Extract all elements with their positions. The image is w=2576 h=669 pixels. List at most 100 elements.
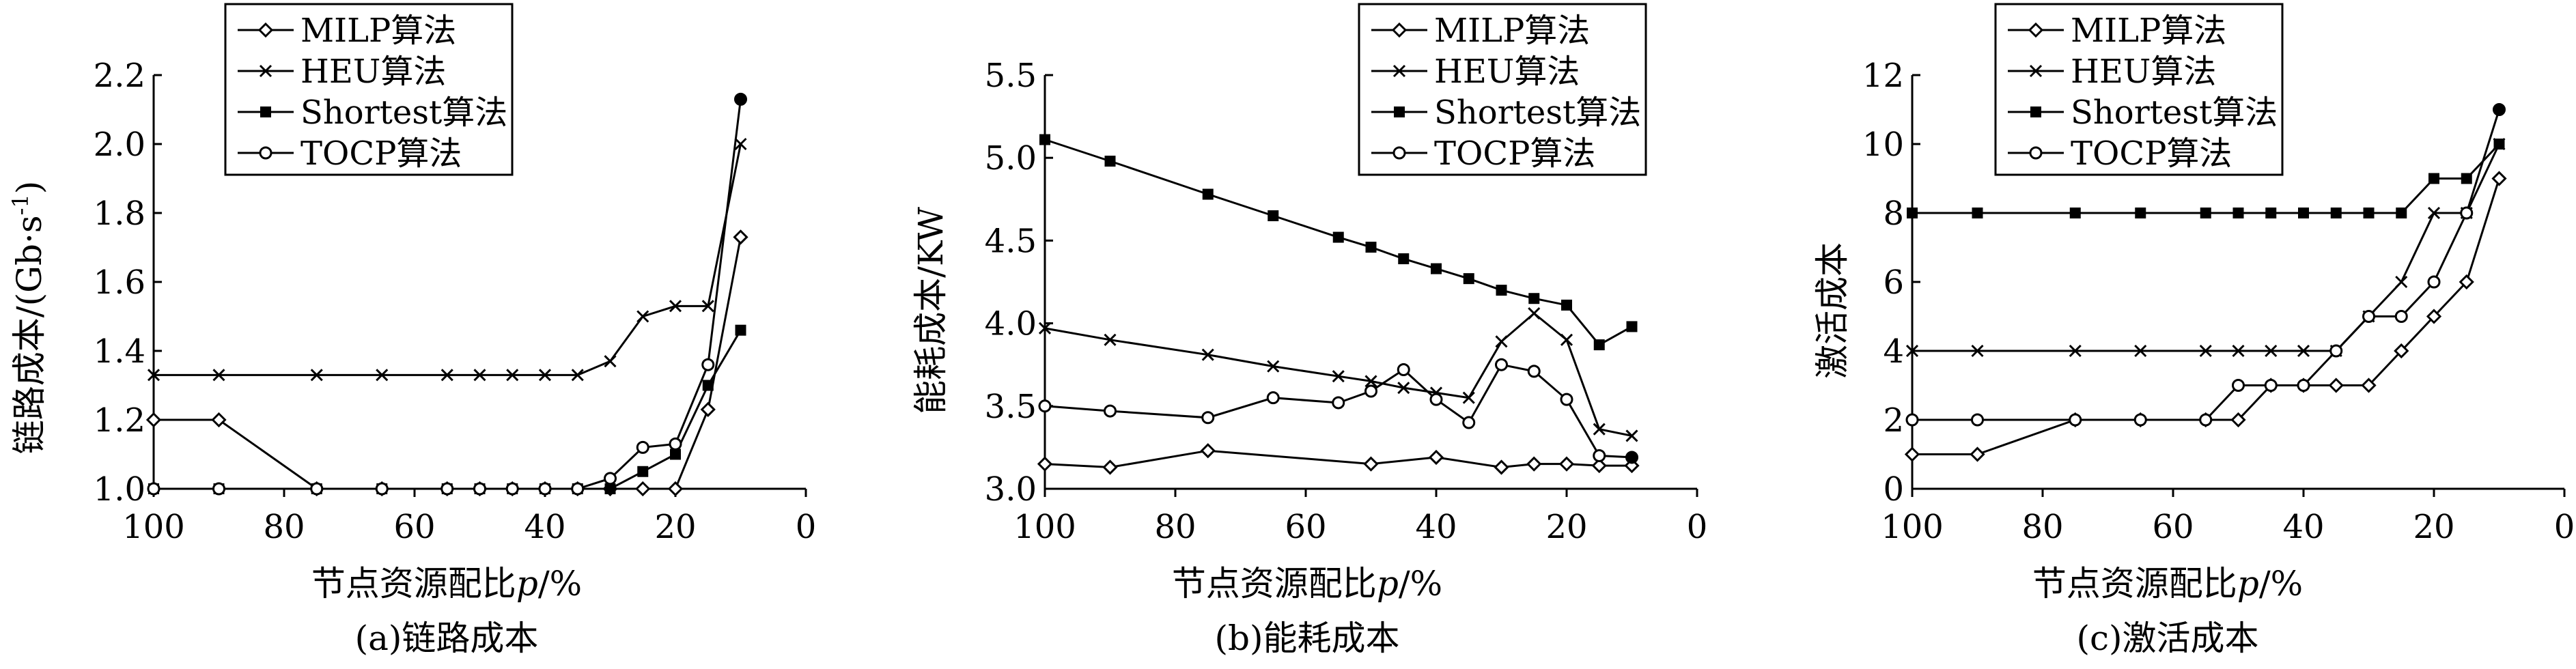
chart-b-point-shortest (1039, 134, 1050, 145)
chart-c-point-shortest (2232, 208, 2244, 218)
chart-c-point-heu (1905, 344, 1919, 358)
chart-b-ylabel: 能耗成本/KW (911, 206, 951, 414)
chart-a-point-heu (473, 369, 486, 382)
chart-a-point-shortest (702, 380, 714, 391)
chart-a-point-tocp (440, 482, 454, 496)
chart-a-y-tick-label: 2.0 (94, 126, 145, 164)
chart-a-point-heu (669, 300, 682, 313)
chart-b-point-milp (1591, 457, 1607, 474)
chart-b-x-tick-label: 20 (1545, 508, 1587, 546)
chart-c-point-milp (2230, 412, 2246, 428)
chart-a-point-milp (700, 401, 716, 417)
chart-b-x-tick-label: 100 (1013, 508, 1076, 546)
chart-a-point-heu (310, 369, 323, 382)
chart-c-xlabel: 节点资源配比p/% (2032, 564, 2303, 603)
chart-c-point-milp (2361, 378, 2377, 393)
chart-c-point-shortest (1972, 208, 1983, 218)
chart-b-point-shortest (1626, 321, 1638, 332)
chart-panel-a: (a)链路成本 节点资源配比p/% 链路成本/(Gb·s-1) 1.0 1.2 1.… (8, 3, 816, 658)
chart-a-legend-label-tocp: TOCP算法 (300, 134, 462, 173)
chart-a-point-shortest (670, 449, 681, 460)
chart-c-x-tick-label: 80 (2021, 508, 2063, 546)
chart-b-point-shortest (1365, 242, 1377, 253)
chart-a-x-tick-label: 20 (654, 508, 696, 546)
chart-a-point-shortest (735, 324, 746, 336)
chart-b-point-shortest (1202, 188, 1214, 200)
chart-b-point-heu (1528, 307, 1541, 320)
chart-c-point-tocp (1971, 413, 1984, 427)
chart-c-point-shortest (2265, 208, 2277, 218)
chart-b-point-milp (1558, 456, 1575, 472)
chart-a-point-heu (376, 369, 389, 382)
chart-c-x-tick-label: 20 (2413, 508, 2454, 546)
chart-b-point-heu (1593, 423, 1606, 436)
chart-b-legend-label-milp: MILP算法 (1434, 12, 1590, 50)
chart-c-legend-marker-tocp (2029, 146, 2043, 160)
chart-b-point-milp (1428, 449, 1444, 466)
chart-b-point-shortest (1104, 156, 1116, 167)
chart-b-series-heu (1038, 307, 1638, 442)
chart-c-point-shortest (2363, 208, 2375, 218)
chart-a-legend-marker-shortest (260, 106, 271, 117)
chart-a-point-heu (701, 300, 714, 313)
chart-a-series-heu (147, 137, 747, 382)
chart-c-point-tocp (2493, 103, 2506, 116)
chart-c-point-milp (2394, 343, 2409, 359)
chart-a-caption: (a)链路成本 (355, 618, 539, 658)
chart-a-point-tocp (701, 358, 715, 371)
chart-b-y-tick-label: 3.0 (985, 470, 1037, 509)
chart-c-ylabel: 激活成本 (1812, 242, 1852, 379)
chart-b-point-milp (1200, 443, 1216, 459)
chart-b-point-shortest (1332, 231, 1344, 243)
chart-a-line-shortest (154, 329, 742, 490)
chart-b-point-heu (1625, 429, 1638, 442)
chart-c-point-tocp (2394, 310, 2408, 323)
chart-b-point-heu (1462, 391, 1475, 404)
chart-b-point-tocp (1332, 396, 1345, 410)
chart-b-line-milp (1044, 449, 1632, 469)
chart-b-point-tocp (1495, 358, 1508, 371)
chart-c-legend-marker-milp (2028, 22, 2044, 38)
chart-c-point-heu (2395, 275, 2408, 289)
chart-a-legend-box (224, 3, 514, 176)
chart-b-point-tocp (1364, 384, 1377, 398)
chart-a-point-milp (211, 412, 227, 428)
chart-c-point-heu (2427, 206, 2441, 220)
chart-b-point-heu (1104, 333, 1117, 346)
chart-b-x-tick-label: 0 (1687, 508, 1708, 546)
chart-c-x-tick-label: 0 (2554, 508, 2575, 546)
chart-b-series-shortest (1039, 134, 1638, 351)
chart-b-x-tick-label: 80 (1154, 508, 1196, 546)
chart-a-y-tick-label: 1.0 (94, 470, 145, 509)
chart-a-x-tick-label: 40 (524, 508, 565, 546)
chart-b-y-tick-label: 5.0 (985, 139, 1037, 177)
chart-b-legend-box (1358, 3, 1647, 176)
chart-b-y-tick-label: 5.5 (985, 57, 1037, 95)
chart-a-x-tick-label: 100 (122, 508, 185, 546)
chart-c-point-tocp (2069, 413, 2082, 427)
chart-b-point-shortest (1528, 293, 1540, 304)
chart-b-point-milp (1102, 459, 1118, 475)
chart-c-line-heu (1912, 143, 2500, 352)
chart-a-point-tocp (375, 482, 389, 496)
chart-b-point-tocp (1038, 399, 1052, 413)
chart-b-line-tocp (1044, 363, 1632, 459)
chart-a-point-tocp (147, 482, 160, 496)
chart-b-point-tocp (1625, 451, 1638, 464)
chart-c-point-heu (2134, 344, 2147, 358)
chart-a-point-tocp (669, 437, 682, 451)
chart-b-x-tick-label: 60 (1285, 508, 1326, 546)
chart-b-point-heu (1038, 322, 1052, 334)
chart-a-point-tocp (310, 482, 324, 496)
chart-b-point-heu (1397, 382, 1410, 395)
chart-b-point-tocp (1560, 393, 1573, 406)
chart-b-legend-marker-heu (1392, 64, 1406, 78)
chart-a-point-heu (604, 355, 617, 368)
chart-a-x-tick-label: 60 (393, 508, 435, 546)
chart-c-point-milp (2491, 171, 2507, 186)
chart-b-point-heu (1364, 375, 1377, 388)
chart-a-legend-label-milp: MILP算法 (300, 12, 456, 50)
